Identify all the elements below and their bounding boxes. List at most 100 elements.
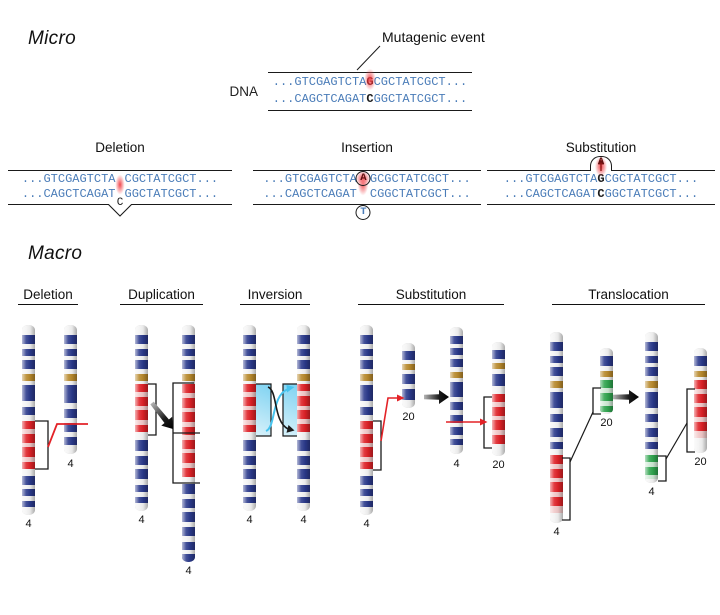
substitution-duplex: ...GTCGAGTCTA A G CGCTATCGCT... ...CAGCTCAG… (487, 154, 715, 205)
sequence-segment: ...CAGCTCAGAT (503, 187, 598, 201)
cylinder-highlight (450, 327, 463, 454)
chromosome-translocation-chr4-original (550, 332, 563, 523)
sequence-segment: ...GTCGAGTCTA (263, 172, 357, 186)
complement-base: C (366, 92, 374, 106)
chromosome-duplication-chr4-original (135, 325, 148, 511)
chromosome-deletion-chr4-deleted (64, 325, 77, 454)
micro-section-label: Micro (28, 28, 76, 49)
looped-out-base-notch: C (107, 197, 133, 217)
duplication-bracket-source (148, 383, 157, 436)
micro-panel-substitution: Substitution ...GTCGAGTCTA A G CGCTATCGCT..… (487, 140, 715, 205)
deletion-bottom-strand: ...CAGCTCAGAT GGCTATCGCT... (8, 187, 232, 202)
cylinder-highlight (182, 325, 195, 562)
dna-label: DNA (229, 84, 258, 99)
inserted-base-cell: A (355, 168, 371, 202)
cylinder-highlight (243, 325, 256, 511)
sequence-segment: GGCTATCGCT... (373, 92, 468, 106)
inserted-base-cell-bottom: T (355, 194, 371, 220)
cylinder-highlight (402, 343, 415, 408)
substitution-red-arrowhead-2 (480, 418, 488, 426)
cylinder-highlight (600, 348, 613, 414)
chromosome-number-label: 4 (453, 458, 460, 470)
cylinder-highlight (64, 325, 77, 454)
new-base: A (597, 156, 605, 168)
sequence-segment: ...CAGCTCAGAT (21, 187, 116, 201)
loop-gap (116, 194, 125, 195)
micro-panel-insertion: Insertion ...GTCGAGTCTA A GCGCTATCGCT... .… (253, 140, 481, 220)
cylinder-highlight (550, 332, 563, 523)
macro-panel-title-deletion: Deletion (18, 287, 78, 305)
cylinder-highlight (135, 325, 148, 511)
v-notch-icon (107, 203, 133, 217)
cylinder-highlight (492, 342, 505, 456)
reference-bottom-strand: ...CAGCTCAGAT C GGCTATCGCT... (268, 91, 472, 108)
chromosome-translocation-chr20-original (600, 348, 613, 414)
translocation-bracket-chr4-result (658, 455, 667, 482)
chromosome-inversion-chr4-inverted (297, 325, 310, 511)
macro-section-label: Macro (28, 243, 83, 264)
sequence-segment: CGGCTATCGCT... (369, 187, 471, 201)
reference-top-strand: ...GTCGAGTCTA G CGCTATCGCT... (268, 66, 472, 96)
cylinder-highlight (694, 348, 707, 453)
macro-panel-title-duplication: Duplication (120, 287, 203, 305)
complement-base: C (597, 187, 605, 201)
sequence-segment: ...GTCGAGTCTA (503, 172, 598, 186)
inserted-base-bottom: T (360, 206, 367, 218)
panel-title-deletion: Deletion (95, 140, 145, 155)
inserted-base-bubble: A (355, 171, 371, 186)
sequence-segment: CGCTATCGCT... (604, 172, 699, 186)
macro-panel-title-translocation: Translocation (552, 287, 705, 305)
chromosome-number-label: 4 (25, 518, 32, 530)
chromosome-number-label: 4 (138, 514, 145, 526)
chromosome-number-label: 4 (246, 514, 253, 526)
chromosome-number-label: 4 (648, 486, 655, 498)
mutated-base: G (366, 75, 374, 89)
chromosome-deletion-chr4-original (22, 325, 35, 515)
substitution-bottom-strand: ...CAGCTCAGAT C GGCTATCGCT... (487, 187, 715, 202)
substitution-transform-arrow (424, 390, 449, 404)
chromosome-number-label: 20 (694, 456, 707, 468)
micro-panel-deletion: Deletion ...GTCGAGTCTA CGCTATCGCT... ...C… (8, 140, 232, 217)
insertion-duplex: ...GTCGAGTCTA A GCGCTATCGCT... ...CAGCTCAG… (253, 168, 481, 220)
chromosome-number-label: 20 (600, 417, 613, 429)
chromosome-number-label: 4 (300, 514, 307, 526)
sequence-segment: GGCTATCGCT... (124, 187, 219, 201)
chromosome-translocation-chr20-result (694, 348, 707, 453)
inversion-highlight-right (283, 384, 297, 436)
chromosome-substitution-chr4-original (360, 325, 373, 515)
chromosome-number-label: 4 (363, 518, 370, 530)
translocation-bracket-chr4 (562, 457, 571, 521)
sequence-segment: GCGCTATCGCT... (369, 172, 471, 186)
inversion-highlight-left (256, 384, 271, 436)
duplication-transform-arrow (150, 401, 173, 429)
translocation-exchange-line-1 (569, 411, 594, 463)
looped-out-base: C (116, 197, 124, 209)
sequence-segment: ...CAGCTCAGAT (263, 187, 357, 201)
panel-title-insertion: Insertion (341, 140, 393, 155)
chromosome-substitution-chr20-result (492, 342, 505, 456)
chromosome-number-label: 4 (553, 526, 560, 538)
translocation-transform-arrow (613, 390, 639, 404)
sequence-segment: ...GTCGAGTCTA (272, 75, 367, 89)
deletion-bracket (35, 420, 49, 470)
translocation-exchange-line-2 (665, 422, 688, 460)
deleted-base-gap (113, 172, 127, 200)
chromosome-translocation-chr4-result (645, 332, 658, 483)
chromosome-number-label: 20 (492, 459, 505, 471)
sequence-segment: ...GTCGAGTCTA (21, 172, 116, 186)
mutagenic-pointer-line (356, 45, 381, 71)
insertion-top-strand: ...GTCGAGTCTA A GCGCTATCGCT... (253, 168, 481, 202)
substitution-bracket-source (373, 420, 382, 471)
mutated-base-cell: G (361, 66, 378, 96)
cylinder-highlight (22, 325, 35, 515)
sequence-segment: CGCTATCGCT... (124, 172, 219, 186)
inserted-base: A (360, 172, 367, 184)
sequence-segment: ...CAGCTCAGAT (272, 92, 367, 106)
deletion-duplex: ...GTCGAGTCTA CGCTATCGCT... ...CAGCTCAGAT… (8, 170, 232, 217)
chromosome-substitution-chr20-original (402, 343, 415, 408)
substitution-bracket-result (483, 396, 492, 449)
substitution-top-strand: ...GTCGAGTCTA A G CGCTATCGCT... (487, 154, 715, 187)
chromosome-number-label: 20 (402, 411, 415, 423)
